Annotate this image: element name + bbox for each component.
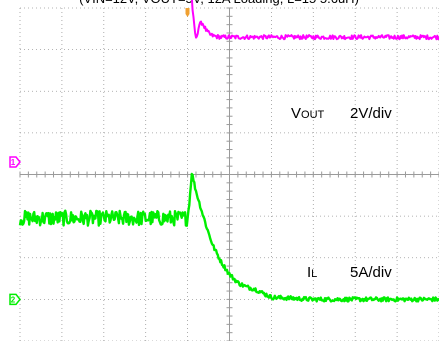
chart-title-text: (VIN=12V, VOUT=5V, 12A Loading, L=15 5.6… <box>79 0 359 6</box>
svg-text:1: 1 <box>11 158 16 167</box>
channel-scale-vout: 2V/div <box>350 105 392 122</box>
channel-1-marker: 1 <box>9 156 21 168</box>
channel-2-marker: 2 <box>9 293 21 306</box>
channel-scale-il: 5A/div <box>350 264 392 281</box>
traces <box>18 0 439 303</box>
trace-il <box>18 172 439 303</box>
channel-label-vout: VOUT <box>291 105 325 122</box>
chart-title: (VIN=12V, VOUT=5V, 12A Loading, L=15 5.6… <box>79 0 359 6</box>
trigger-marker <box>185 8 190 17</box>
trace-vout <box>190 0 439 41</box>
channel-labels: VOUT 2V/div IL 5A/div <box>291 105 392 281</box>
channel-markers: 12 <box>9 8 190 306</box>
channel-label-il: IL <box>307 264 317 281</box>
grid <box>19 7 439 341</box>
svg-text:2: 2 <box>11 295 16 304</box>
